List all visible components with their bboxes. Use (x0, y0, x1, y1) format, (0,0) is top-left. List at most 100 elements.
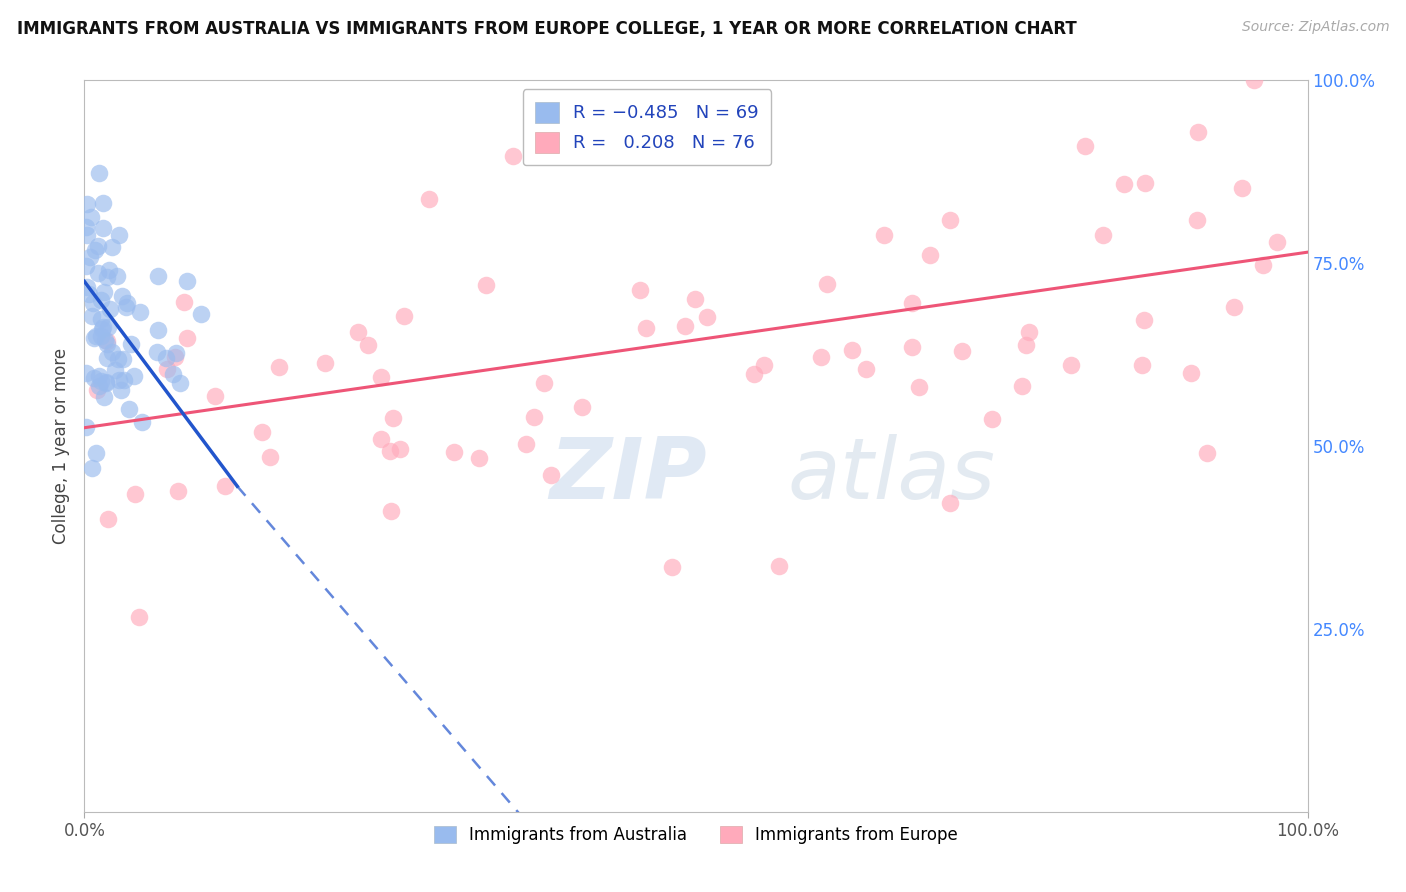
Point (91, 221, 114, 235)
Point (388, 442, 411, 456)
Point (380, 504, 402, 518)
Point (939, 212, 962, 227)
Point (97, 320, 120, 334)
Point (259, 450, 281, 464)
Point (1251, 258, 1274, 272)
Point (742, 367, 765, 381)
Text: ZIP: ZIP (550, 434, 707, 516)
Point (908, 380, 931, 394)
Point (115, 296, 138, 310)
Point (79, 250, 101, 264)
Point (523, 410, 546, 425)
Point (314, 356, 336, 370)
Point (370, 369, 392, 384)
Point (80, 210, 103, 224)
Point (810, 351, 832, 365)
Point (112, 373, 135, 387)
Point (1230, 180, 1253, 194)
Point (83, 330, 105, 344)
Point (84, 328, 107, 343)
Point (90, 375, 112, 389)
Point (901, 296, 924, 310)
Point (76, 196, 98, 211)
Point (122, 368, 145, 383)
Y-axis label: College, 1 year or more: College, 1 year or more (52, 348, 70, 544)
Point (76, 228, 98, 243)
Point (108, 227, 131, 242)
Point (90, 293, 112, 307)
Point (370, 433, 392, 447)
Point (87, 239, 110, 253)
Point (474, 278, 496, 293)
Point (96, 351, 118, 365)
Point (86, 266, 108, 280)
Point (146, 344, 169, 359)
Legend: Immigrants from Australia, Immigrants from Europe: Immigrants from Australia, Immigrants fr… (427, 820, 965, 851)
Point (1187, 125, 1209, 139)
Point (91, 196, 114, 211)
Point (628, 283, 651, 297)
Point (502, 149, 524, 163)
Point (204, 389, 226, 403)
Point (86, 383, 108, 397)
Point (357, 338, 380, 352)
Point (855, 362, 877, 376)
Point (118, 401, 141, 416)
Point (1223, 301, 1246, 315)
Point (980, 412, 1002, 426)
Point (77, 287, 100, 301)
Point (169, 376, 191, 390)
Point (392, 310, 415, 324)
Point (114, 300, 136, 314)
Text: Source: ZipAtlas.com: Source: ZipAtlas.com (1241, 20, 1389, 34)
Point (815, 277, 838, 292)
Point (950, 344, 973, 359)
Point (173, 294, 195, 309)
Point (1018, 325, 1040, 339)
Point (661, 560, 683, 574)
Point (1060, 358, 1083, 372)
Point (190, 307, 212, 321)
Point (84, 446, 107, 460)
Point (97, 512, 120, 526)
Point (98, 301, 121, 316)
Point (1135, 176, 1157, 190)
Point (752, 358, 775, 372)
Point (107, 351, 129, 366)
Point (93, 285, 115, 299)
Point (841, 343, 863, 357)
Point (94, 333, 117, 347)
Point (267, 360, 290, 375)
Point (104, 363, 127, 377)
Point (443, 445, 465, 459)
Point (75, 419, 97, 434)
Point (1015, 338, 1038, 352)
Point (1243, 73, 1265, 87)
Point (155, 351, 177, 365)
Point (101, 240, 124, 254)
Point (768, 558, 790, 573)
Point (1073, 139, 1095, 153)
Point (76, 280, 98, 294)
Point (87, 379, 110, 393)
Point (91, 322, 114, 336)
Point (96, 270, 118, 285)
Point (87, 369, 110, 384)
Text: IMMIGRANTS FROM AUSTRALIA VS IMMIGRANTS FROM EUROPE COLLEGE, 1 YEAR OR MORE CORR: IMMIGRANTS FROM AUSTRALIA VS IMMIGRANTS … (17, 20, 1077, 37)
Point (124, 487, 146, 501)
Point (131, 415, 153, 429)
Point (1195, 446, 1218, 460)
Point (108, 373, 131, 387)
Point (75, 366, 97, 380)
Point (1112, 177, 1135, 191)
Point (1180, 366, 1202, 380)
Point (250, 425, 273, 439)
Point (83, 243, 105, 257)
Point (156, 362, 179, 376)
Point (129, 305, 152, 319)
Point (110, 384, 132, 398)
Point (1185, 213, 1208, 227)
Point (696, 310, 718, 324)
Point (94, 376, 117, 391)
Point (1092, 228, 1115, 243)
